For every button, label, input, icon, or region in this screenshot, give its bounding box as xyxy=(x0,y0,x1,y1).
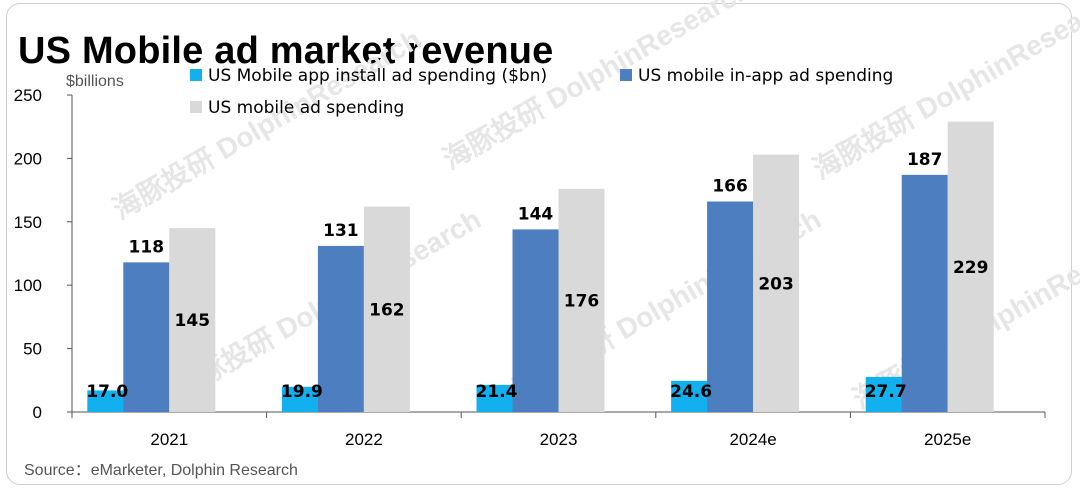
bar-install-2024e xyxy=(671,380,712,412)
legend-swatch-inapp xyxy=(620,69,632,81)
data-label-total: 176 xyxy=(564,291,600,311)
y-axis-unit-label: $billions xyxy=(66,73,124,90)
bars xyxy=(87,121,994,413)
legend-label-inapp: US mobile in-app ad spending xyxy=(638,66,893,86)
data-label-inapp: 166 xyxy=(712,177,748,197)
data-label-inapp: 118 xyxy=(129,237,165,257)
data-label-inapp: 144 xyxy=(518,204,554,224)
legend-swatch-install xyxy=(190,69,202,81)
bar-total-2023 xyxy=(558,188,605,412)
bar-install-2023 xyxy=(476,384,517,412)
y-tick-label: 100 xyxy=(14,276,42,295)
data-label-install: 24.6 xyxy=(670,382,712,402)
data-label-install: 17.0 xyxy=(86,382,128,402)
x-tick-label: 2024e xyxy=(729,430,776,449)
watermark-text: 海豚投研 DolphinResearch xyxy=(108,23,427,225)
legend-label-install: US Mobile app install ad spending ($bn) xyxy=(208,66,547,86)
data-label-total: 229 xyxy=(953,258,989,278)
bar-install-2022 xyxy=(281,386,322,412)
bar-inapp-2022 xyxy=(317,245,364,412)
y-tick-label: 150 xyxy=(14,213,42,232)
bar-inapp-2021 xyxy=(123,262,170,412)
source-note: Source：eMarketer, Dolphin Research xyxy=(24,462,298,479)
data-label-total: 145 xyxy=(175,311,211,331)
data-labels: 17.0 19.9 21.4 24.6 27.7 118 131 144 166 187 145 16… xyxy=(86,150,988,402)
y-tick-label: 0 xyxy=(33,403,42,422)
y-tick-label: 50 xyxy=(23,340,42,359)
y-tick-label: 200 xyxy=(14,149,42,168)
data-label-install: 27.7 xyxy=(865,382,907,402)
bar-install-2021 xyxy=(87,390,128,412)
bar-inapp-2024e xyxy=(707,201,754,412)
legend: US Mobile app install ad spending ($bn) U… xyxy=(190,66,893,118)
watermark-text: 海豚投研 DolphinResearch xyxy=(808,0,1080,185)
data-label-total: 162 xyxy=(369,300,405,320)
data-label-install: 21.4 xyxy=(476,382,518,402)
bar-total-2024e xyxy=(753,154,800,412)
legend-swatch-total xyxy=(190,101,202,113)
y-tick-label: 250 xyxy=(14,86,42,105)
bar-total-2025e xyxy=(947,121,994,413)
bar-total-2022 xyxy=(363,206,410,412)
x-tick-label: 2022 xyxy=(345,430,383,449)
data-label-total: 203 xyxy=(758,274,794,294)
data-label-install: 19.9 xyxy=(281,382,323,402)
bar-inapp-2023 xyxy=(512,229,559,412)
chart-title: US Mobile ad market revenue xyxy=(18,30,554,72)
legend-label-total: US mobile ad spending xyxy=(208,98,404,118)
bar-total-2021 xyxy=(169,228,216,412)
watermark-text: 海豚投研 DolphinResearch xyxy=(438,0,757,175)
bar-inapp-2025e xyxy=(901,174,948,412)
data-label-inapp: 131 xyxy=(323,221,359,241)
x-tick-label: 2023 xyxy=(540,430,578,449)
bar-install-2025e xyxy=(865,376,906,412)
x-tick-label: 2021 xyxy=(150,430,188,449)
x-tick-label: 2025e xyxy=(924,430,971,449)
data-label-inapp: 187 xyxy=(907,150,943,170)
